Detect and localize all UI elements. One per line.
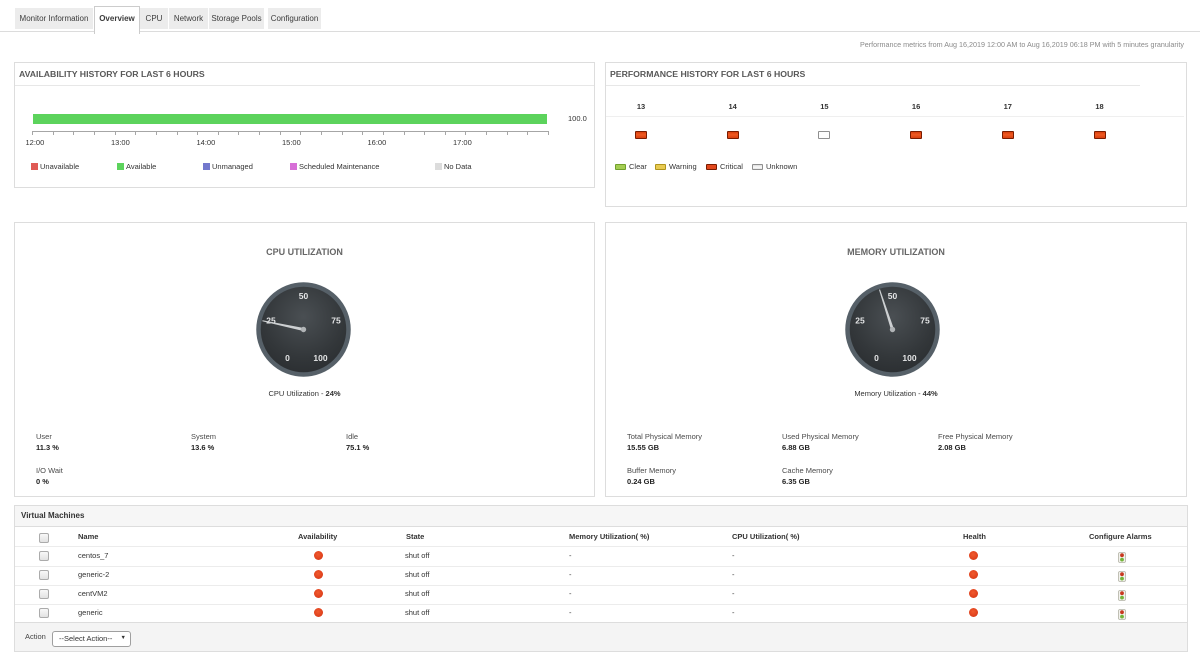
svg-text:0: 0: [874, 353, 879, 363]
svg-text:100: 100: [313, 353, 327, 363]
svg-text:50: 50: [299, 291, 309, 301]
svg-text:0: 0: [285, 353, 290, 363]
svg-text:75: 75: [331, 316, 341, 326]
svg-text:25: 25: [855, 316, 865, 326]
svg-text:25: 25: [266, 316, 276, 326]
svg-text:50: 50: [888, 291, 898, 301]
svg-text:75: 75: [920, 316, 930, 326]
svg-text:100: 100: [902, 353, 916, 363]
